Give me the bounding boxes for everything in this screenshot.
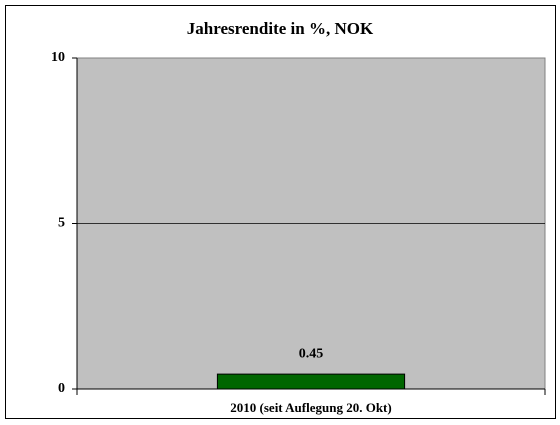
y-tick-label: 0 <box>58 381 65 396</box>
bar <box>216 373 406 390</box>
data-label: 0.45 <box>299 346 324 361</box>
y-tick-label: 5 <box>58 216 65 231</box>
y-tick-label: 10 <box>51 50 65 65</box>
x-tick-label: 2010 (seit Auflegung 20. Okt) <box>230 400 391 415</box>
chart-title: Jahresrendite in %, NOK <box>187 19 374 38</box>
